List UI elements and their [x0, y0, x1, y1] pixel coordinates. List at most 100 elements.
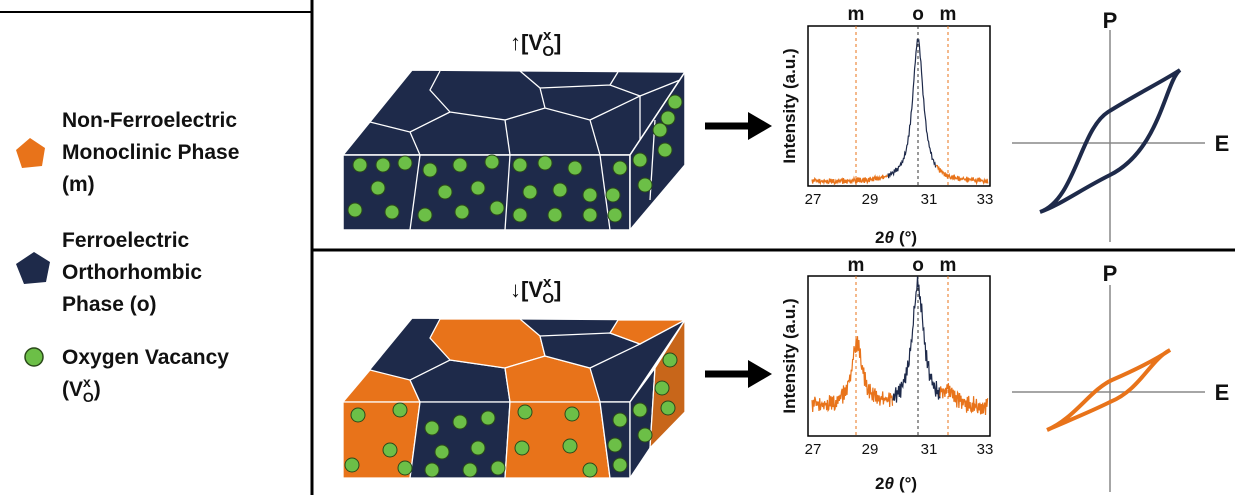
vacancy	[583, 463, 597, 477]
peak-label: o	[912, 255, 924, 276]
legend-text: Phase (o)	[62, 293, 157, 316]
symbol-part: V	[69, 378, 83, 401]
vacancy	[583, 208, 597, 222]
hysteresis-loop	[1047, 350, 1170, 430]
vacancy	[376, 158, 390, 172]
vacancy	[518, 405, 532, 419]
vacancy	[668, 95, 682, 109]
label-part: ↑	[510, 30, 521, 55]
x-tick-label: 31	[921, 441, 938, 458]
spectrum-trace	[893, 277, 940, 403]
vacancy	[548, 208, 562, 222]
vacancy	[513, 158, 527, 172]
vacancy	[608, 438, 622, 452]
figure: Non-Ferroelectric Monoclinic Phase (m) F…	[0, 0, 1235, 495]
plot-frame	[808, 26, 990, 186]
x-axis-label: 2θ(°)	[875, 474, 917, 493]
legend-text: Non-Ferroelectric	[62, 109, 237, 132]
x-tick-label: 31	[921, 191, 938, 208]
label-part: ]	[554, 30, 561, 55]
vacancy	[383, 443, 397, 457]
arrow	[748, 112, 772, 140]
vacancy	[353, 158, 367, 172]
vacancy	[661, 401, 675, 415]
plot-frame	[808, 276, 990, 436]
x-tick-label: 33	[977, 191, 994, 208]
vacancy	[481, 411, 495, 425]
spectrum-trace	[936, 165, 988, 183]
vacancy	[485, 155, 499, 169]
label-part: θ	[884, 228, 894, 247]
vacancy	[348, 203, 362, 217]
vacancy	[655, 381, 669, 395]
vacancy	[398, 156, 412, 170]
peak-label: m	[940, 4, 957, 25]
vacancy	[385, 205, 399, 219]
spectrum-trace	[940, 383, 988, 415]
vacancy	[425, 421, 439, 435]
vacancy	[538, 156, 552, 170]
axis-label: E	[1215, 380, 1230, 405]
legend-text: (m)	[62, 173, 95, 196]
vacancy	[661, 111, 675, 125]
vacancy	[453, 158, 467, 172]
axis-label: P	[1103, 8, 1118, 33]
vacancy	[438, 185, 452, 199]
y-axis-label: Intensity (a.u.)	[780, 298, 799, 413]
vacancy	[435, 445, 449, 459]
vacancy	[633, 153, 647, 167]
vacancy	[393, 403, 407, 417]
block-top	[343, 70, 685, 155]
legend-swatch	[16, 252, 50, 284]
vacancy	[523, 185, 537, 199]
legend-swatch	[16, 138, 45, 168]
vacancy	[351, 408, 365, 422]
vacancy	[513, 208, 527, 222]
vacancy	[471, 441, 485, 455]
legend-text: Oxygen Vacancy	[62, 346, 229, 369]
peak-label: o	[912, 4, 924, 25]
label-part: (°)	[899, 228, 917, 247]
axis-label: P	[1103, 261, 1118, 286]
symbol-part: )	[94, 378, 101, 401]
vacancy	[423, 163, 437, 177]
label-part: θ	[884, 474, 894, 493]
peak-label: m	[848, 255, 865, 276]
vacancy	[613, 458, 627, 472]
vacancy	[455, 205, 469, 219]
vacancy	[471, 181, 485, 195]
vacancy	[608, 208, 622, 222]
vacancy	[491, 461, 505, 475]
x-tick-label: 33	[977, 441, 994, 458]
symbol-sup: x	[83, 374, 91, 390]
label-sub: O	[542, 43, 554, 60]
vacancy	[583, 188, 597, 202]
spectrum-trace	[888, 39, 936, 178]
label-sup: x	[543, 27, 552, 44]
legend-text: Monoclinic Phase	[62, 141, 239, 164]
vacancy	[553, 183, 567, 197]
arrow	[748, 360, 772, 388]
symbol-part: (	[62, 378, 69, 401]
vacancy	[418, 208, 432, 222]
legend-text: Ferroelectric	[62, 229, 190, 252]
vacancy	[398, 461, 412, 475]
vacancy	[568, 161, 582, 175]
label-part: V	[528, 277, 543, 302]
label-sub: O	[542, 290, 554, 307]
vacancy	[653, 123, 667, 137]
spectrum-trace	[812, 336, 893, 412]
vacancy	[638, 428, 652, 442]
vacancy	[515, 441, 529, 455]
x-tick-label: 29	[862, 191, 879, 208]
peak-label: m	[848, 4, 865, 25]
label-sup: x	[543, 274, 552, 291]
legend-text: Orthorhombic	[62, 261, 202, 284]
vacancy	[606, 188, 620, 202]
label-part: 2	[875, 228, 884, 247]
x-tick-label: 29	[862, 441, 879, 458]
